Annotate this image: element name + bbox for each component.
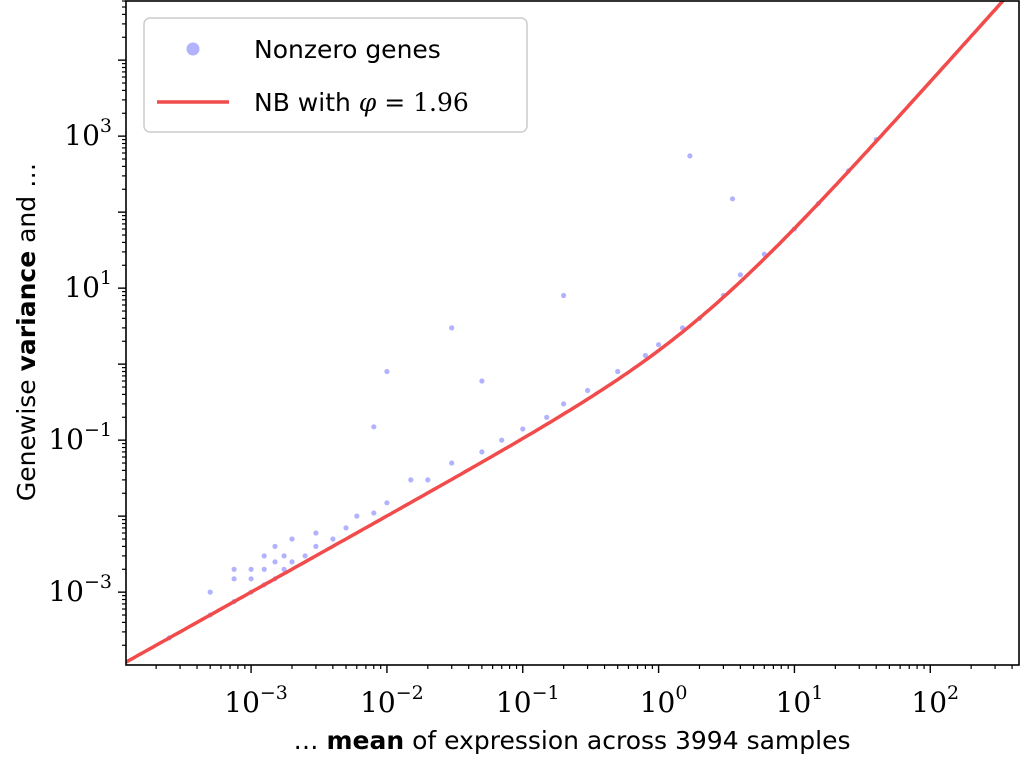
scatter-point: [371, 424, 377, 430]
y-axis-title-pre: Genewise: [12, 371, 41, 501]
x-tick-label-base: 10: [224, 686, 260, 719]
scatter-point: [449, 325, 455, 331]
scatter-point: [261, 566, 267, 572]
scatter-point: [561, 401, 567, 407]
y-tick-label-base: 10: [64, 119, 100, 152]
scatter-point: [313, 530, 319, 536]
x-tick-label-base: 10: [911, 686, 947, 719]
nb-fit-line: [126, 1, 1006, 664]
scatter-point: [585, 387, 591, 394]
scatter-point: [737, 272, 744, 278]
y-tick-label-exponent: 3: [100, 115, 112, 137]
y-tick-label-exponent: −1: [84, 419, 112, 441]
scatter-point: [231, 576, 237, 582]
y-tick-label: 10−1: [48, 419, 112, 456]
scatter-point: [687, 153, 693, 159]
scatter-point: [231, 566, 237, 572]
x-tick-label-base: 10: [496, 686, 532, 719]
scatter-point: [384, 368, 390, 375]
scatter-point: [729, 196, 736, 202]
x-tick-label: 10−2: [360, 682, 424, 719]
scatter-point: [520, 426, 526, 432]
scatter-point: [330, 536, 336, 542]
x-axis-title-pre: …: [293, 726, 326, 755]
y-tick-label-exponent: −3: [84, 571, 112, 593]
x-tick-label-base: 10: [776, 686, 812, 719]
legend-nb-prefix: NB with: [254, 88, 359, 117]
scatter-point: [261, 553, 267, 559]
y-tick-label-base: 10: [48, 423, 84, 456]
x-tick-label-base: 10: [640, 686, 676, 719]
y-tick-label-base: 10: [48, 575, 84, 608]
y-tick-label: 103: [64, 115, 112, 152]
x-tick-label: 10−1: [496, 682, 560, 719]
x-tick-label: 102: [911, 682, 959, 719]
x-tick-label-exponent: −2: [396, 682, 424, 704]
y-tick-label: 10−3: [48, 571, 112, 608]
x-tick-label: 100: [640, 682, 688, 719]
x-tick-label-base: 10: [360, 686, 396, 719]
scatter-point: [272, 559, 278, 565]
scatter-point: [313, 543, 319, 550]
scatter-point: [544, 414, 550, 420]
scatter-point: [281, 553, 287, 559]
x-tick-label-exponent: −1: [532, 682, 560, 704]
y-axis-title: Genewise variance and …: [12, 163, 41, 501]
legend-marker-nonzero-genes: [186, 42, 200, 56]
scatter-point: [302, 553, 308, 559]
x-tick-label: 101: [776, 682, 824, 719]
y-axis-title-bold: variance: [12, 251, 41, 372]
scatter-point: [656, 342, 662, 348]
x-tick-label-exponent: −3: [260, 682, 288, 704]
scatter-point: [642, 352, 649, 359]
legend-phi-value: = 1.96: [376, 88, 469, 117]
x-axis-title: … mean of expression across 3994 samples: [293, 726, 850, 755]
scatter-point: [479, 378, 485, 384]
x-axis-title-post: of expression across 3994 samples: [404, 726, 850, 755]
x-axis-ticks: 10−3 10−2 10−1 100 101 102: [155, 665, 1013, 719]
y-axis-title-post: and …: [12, 163, 41, 251]
scatter-point: [449, 460, 455, 466]
y-tick-label-exponent: 1: [100, 267, 112, 289]
plot-frame: [125, 0, 1020, 666]
scatter-points: [166, 137, 879, 641]
scatter-point: [207, 589, 213, 595]
x-tick-label: 10−3: [224, 682, 288, 719]
scatter-point: [371, 510, 377, 516]
x-axis-title-bold: mean: [326, 726, 404, 755]
scatter-point: [289, 559, 295, 565]
scatter-point: [248, 566, 254, 572]
scatter-point: [499, 437, 505, 443]
scatter-point: [354, 513, 360, 519]
scatter-point: [479, 449, 485, 455]
legend-label-nonzero-genes: Nonzero genes: [254, 35, 441, 64]
x-tick-label-exponent: 0: [675, 682, 687, 704]
scatter-point: [425, 477, 431, 483]
scatter-point: [408, 477, 414, 483]
scatter-point: [248, 576, 254, 582]
scatter-point: [561, 292, 567, 299]
x-tick-label-exponent: 2: [947, 682, 959, 704]
x-tick-label-exponent: 1: [811, 682, 823, 704]
y-tick-label: 101: [64, 267, 112, 304]
scatter-point: [615, 368, 621, 375]
scatter-point: [272, 543, 278, 550]
scatter-point: [343, 525, 349, 531]
scatter-point: [281, 566, 287, 572]
legend-label-nb-line: NB with φ = 1.96: [254, 88, 469, 117]
legend-box: [143, 17, 528, 133]
plot-area: [126, 1, 1006, 664]
scatter-point: [289, 536, 295, 542]
legend: Nonzero genes NB with φ = 1.96: [143, 17, 528, 133]
y-tick-label-base: 10: [64, 271, 100, 304]
scatter-point: [384, 500, 390, 506]
legend-phi-symbol: φ: [359, 88, 377, 117]
